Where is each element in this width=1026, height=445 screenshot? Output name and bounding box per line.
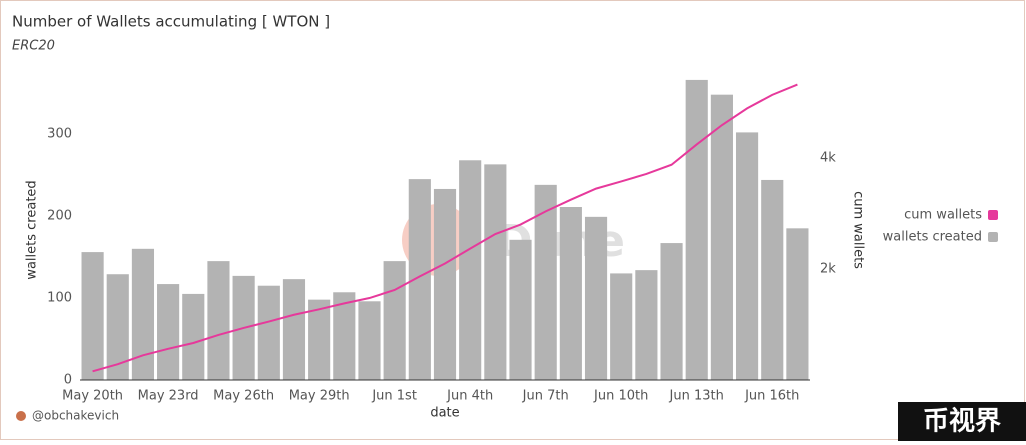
- x-tick-label: Jun 13th: [669, 389, 724, 404]
- x-tick-label: Jun 16th: [744, 389, 799, 404]
- legend-label: cum wallets: [904, 208, 982, 223]
- bar: [610, 273, 633, 380]
- bar: [131, 248, 155, 380]
- y2-tick-label: 4k: [820, 151, 836, 166]
- legend-swatch: [988, 232, 998, 242]
- x-tick-label: Jun 1st: [371, 389, 417, 404]
- y2-tick-label: 2k: [820, 262, 836, 277]
- x-tick-label: May 20th: [62, 389, 123, 404]
- bar: [106, 274, 129, 380]
- bar: [282, 279, 306, 380]
- y-tick-label: 300: [47, 127, 72, 142]
- bar: [358, 301, 381, 380]
- bar: [484, 164, 507, 380]
- bar: [459, 160, 482, 380]
- bar: [660, 243, 683, 380]
- bar: [257, 285, 280, 380]
- chart-title: Number of Wallets accumulating [ WTON ]: [12, 13, 330, 31]
- x-axis-label: date: [430, 406, 459, 421]
- bar: [635, 270, 658, 380]
- bar: [433, 188, 457, 380]
- bar: [786, 228, 809, 380]
- bar: [685, 79, 708, 380]
- author-avatar: [16, 411, 26, 421]
- bar: [559, 207, 582, 380]
- bar: [408, 179, 431, 380]
- bar: [710, 94, 733, 380]
- bar: [81, 252, 104, 380]
- bar: [157, 284, 180, 380]
- badge: 币视界: [923, 407, 1001, 437]
- y2-axis-label: cum wallets: [851, 191, 866, 269]
- bar: [308, 299, 331, 380]
- bar: [735, 132, 759, 380]
- x-tick-label: Jun 4th: [446, 389, 493, 404]
- x-tick-label: May 23rd: [138, 389, 199, 404]
- bar: [584, 216, 608, 380]
- x-tick-label: May 26th: [213, 389, 274, 404]
- y-tick-label: 0: [64, 373, 72, 388]
- legend-label: wallets created: [883, 230, 982, 245]
- chart-subtitle: ERC20: [12, 39, 55, 54]
- bar: [509, 239, 532, 380]
- bar: [383, 261, 406, 380]
- bar: [207, 261, 230, 380]
- legend-swatch: [988, 210, 998, 220]
- bar: [182, 293, 205, 380]
- bar: [534, 184, 557, 380]
- bar: [761, 179, 784, 380]
- badge-box: [898, 402, 1026, 441]
- y-tick-label: 100: [47, 291, 72, 306]
- x-tick-label: Jun 10th: [593, 389, 648, 404]
- y-axis-label: wallets created: [25, 180, 40, 279]
- line: [92, 83, 798, 373]
- author: @obchakevich: [32, 409, 119, 423]
- bar: [333, 292, 356, 380]
- x-tick-label: Jun 7th: [522, 389, 569, 404]
- x-tick-label: May 29th: [289, 389, 350, 404]
- y-tick-label: 200: [47, 209, 72, 224]
